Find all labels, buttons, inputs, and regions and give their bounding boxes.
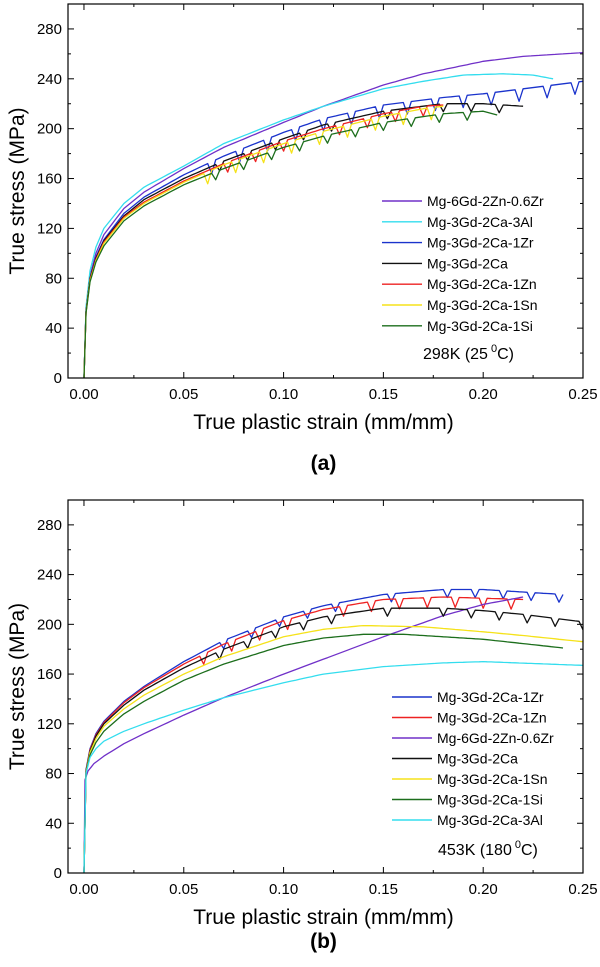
series-line-mg-3gd-2ca-1zr xyxy=(83,588,564,873)
series-line-mg-3gd-2ca xyxy=(83,103,524,378)
series-line-mg-3gd-2ca-3al xyxy=(83,73,554,378)
series-line-mg-3gd-2ca-1sn xyxy=(83,624,583,873)
y-tick-label: 80 xyxy=(45,766,62,783)
legend-label: Mg-3Gd-2Ca-3Al xyxy=(427,214,533,230)
panel-label: (a) xyxy=(311,452,337,475)
x-tick-label: 0.20 xyxy=(469,386,498,403)
series-group xyxy=(83,588,583,873)
legend-label: Mg-6Gd-2Zn-0.6Zr xyxy=(437,730,554,746)
x-axis-title: True plastic strain (mm/mm) xyxy=(193,411,454,434)
y-tick-label: 240 xyxy=(37,567,62,584)
annotation-main: 298K (25 xyxy=(423,346,488,363)
legend-label: Mg-3Gd-2Ca-1Zr xyxy=(437,689,544,705)
series-line-mg-3gd-2ca-1zn xyxy=(83,104,444,378)
x-tick-label: 0.25 xyxy=(568,386,597,403)
y-tick-label: 0 xyxy=(54,370,62,387)
annotation-main: 453K (180 xyxy=(438,842,512,859)
y-tick-label: 120 xyxy=(37,220,62,237)
legend: Mg-3Gd-2Ca-1Zr Mg-3Gd-2Ca-1Zn Mg-6Gd-2Zn-0… xyxy=(392,689,554,828)
y-axis-title: True stress (MPa) xyxy=(6,107,29,274)
series-group xyxy=(83,51,583,378)
y-tick-label: 200 xyxy=(37,616,62,633)
legend-label: Mg-3Gd-2Ca-1Si xyxy=(437,792,543,808)
series-line-mg-6gd-2zn-0-6zr xyxy=(83,596,524,873)
plot-frame xyxy=(67,499,584,874)
x-tick-label: 0.15 xyxy=(369,386,398,403)
legend-label: Mg-3Gd-2Ca-1Zr xyxy=(427,235,534,251)
chart-panel-b: 0 40 80 120 160 200 240 280 0.00 0.05 0.10 0.15 0.20… xyxy=(6,499,598,953)
x-tick-label: 0.00 xyxy=(69,881,98,898)
series-line-mg-3gd-2ca-1sn xyxy=(83,105,444,378)
y-tick-label: 200 xyxy=(37,121,62,138)
chart-panel-a: 0 40 80 120 160 200 240 280 0.00 0.05 0.10 0.15 0.20… xyxy=(6,3,598,475)
annotation-sup: 0 xyxy=(491,343,497,355)
y-tick-label: 280 xyxy=(37,21,62,38)
series-line-mg-3gd-2ca-3al xyxy=(83,660,583,873)
y-tick-label: 80 xyxy=(45,270,62,287)
x-tick-label: 0.20 xyxy=(469,881,498,898)
series-line-mg-3gd-2ca-1si xyxy=(83,633,564,873)
annotation-sup: 0 xyxy=(515,839,521,851)
x-tick-label: 0.05 xyxy=(169,881,198,898)
temperature-annotation: 298K (25 0C) xyxy=(423,343,514,363)
x-axis-title: True plastic strain (mm/mm) xyxy=(193,906,454,929)
plot-frame xyxy=(67,3,584,379)
legend-label: Mg-3Gd-2Ca xyxy=(427,255,508,271)
y-tick-label: 0 xyxy=(54,865,62,882)
legend-label: Mg-3Gd-2Ca-1Zn xyxy=(427,276,537,292)
y-tick-label: 160 xyxy=(37,171,62,188)
x-tick-label: 0.10 xyxy=(269,881,298,898)
series-line-mg-3gd-2ca-1zr xyxy=(83,80,583,378)
y-tick-label: 160 xyxy=(37,666,62,683)
series-line-mg-3gd-2ca-1si xyxy=(83,110,498,378)
legend-label: Mg-3Gd-2Ca-1Zn xyxy=(437,710,547,726)
y-tick-label: 40 xyxy=(45,320,62,337)
x-tick-label: 0.15 xyxy=(369,881,398,898)
series-line-mg-3gd-2ca-1zn xyxy=(83,596,524,873)
x-tick-label: 0.10 xyxy=(269,386,298,403)
annotation-tail: C) xyxy=(521,842,538,859)
legend-label: Mg-3Gd-2Ca-1Si xyxy=(427,318,533,334)
y-tick-label: 120 xyxy=(37,716,62,733)
legend: Mg-6Gd-2Zn-0.6Zr Mg-3Gd-2Ca-3Al Mg-3Gd-2Ca… xyxy=(382,193,544,334)
legend-label: Mg-3Gd-2Ca xyxy=(437,751,518,767)
annotation-tail: C) xyxy=(497,346,514,363)
x-tick-label: 0.25 xyxy=(568,881,597,898)
x-tick-label: 0.05 xyxy=(169,386,198,403)
y-tick-label: 40 xyxy=(45,815,62,832)
y-tick-label: 240 xyxy=(37,71,62,88)
y-tick-label: 280 xyxy=(37,517,62,534)
legend-label: Mg-6Gd-2Zn-0.6Zr xyxy=(427,193,544,209)
legend-label: Mg-3Gd-2Ca-3Al xyxy=(437,812,543,828)
temperature-annotation: 453K (180 0C) xyxy=(438,839,538,859)
panel-label: (b) xyxy=(310,930,337,953)
legend-label: Mg-3Gd-2Ca-1Sn xyxy=(437,771,548,787)
x-tick-label: 0.00 xyxy=(69,386,98,403)
legend-label: Mg-3Gd-2Ca-1Sn xyxy=(427,297,538,313)
series-line-mg-3gd-2ca xyxy=(83,607,583,873)
y-axis-title: True stress (MPa) xyxy=(6,603,29,770)
